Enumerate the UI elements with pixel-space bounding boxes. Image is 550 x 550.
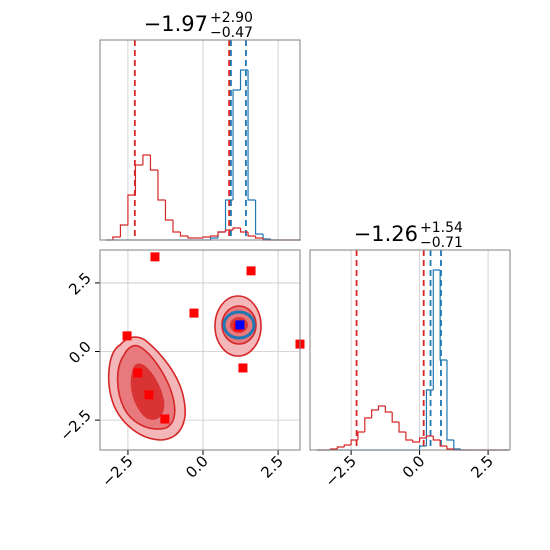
histogram-step	[119, 224, 128, 237]
point	[150, 252, 160, 262]
histogram-step	[149, 155, 158, 171]
panel: −2.5 0.0 2.5−1.26 +1.54−0.71	[309, 220, 511, 491]
histogram-step	[446, 446, 454, 450]
histogram-step	[164, 200, 173, 221]
point	[246, 266, 256, 276]
panel-title: −1.97	[144, 12, 208, 36]
histogram-step	[425, 435, 434, 438]
histogram-step	[371, 409, 379, 418]
histogram-step	[172, 220, 181, 233]
histogram-step	[412, 440, 420, 443]
histogram-step	[187, 236, 196, 239]
panel-title-sub: −0.47	[210, 25, 253, 41]
point	[235, 320, 245, 330]
histogram-step	[398, 422, 406, 433]
histogram-step	[217, 231, 226, 236]
histogram-step	[239, 228, 249, 233]
point	[122, 331, 132, 341]
histogram-step	[112, 236, 121, 240]
histogram-step	[254, 200, 264, 235]
histogram-step	[224, 229, 234, 232]
histogram-step	[405, 432, 413, 441]
plot-area	[310, 250, 510, 450]
histogram-step	[384, 406, 393, 413]
histogram-step	[432, 436, 441, 441]
panel-title: −1.26	[354, 222, 418, 246]
histogram-step	[209, 237, 219, 240]
panel-title-sub: −0.71	[420, 235, 463, 251]
point	[144, 390, 154, 400]
histogram-step	[232, 227, 241, 230]
histogram-step	[357, 431, 365, 440]
histogram-step	[142, 154, 151, 165]
histogram-step	[439, 440, 447, 447]
panel-title-sup: +1.54	[420, 220, 463, 236]
histogram-step	[343, 444, 352, 447]
panel-title-sup: +2.90	[210, 10, 253, 26]
plot-border	[99, 39, 301, 241]
histogram-step	[157, 170, 166, 201]
point	[133, 368, 143, 378]
histogram-step	[209, 235, 219, 237]
histogram-step	[432, 269, 441, 390]
point	[189, 308, 199, 318]
point	[160, 414, 170, 424]
histogram-step	[391, 412, 400, 423]
histogram-step	[202, 236, 211, 238]
histogram-step	[377, 405, 386, 410]
histogram-step	[254, 236, 264, 239]
plot-border	[99, 249, 301, 451]
plot-area	[100, 40, 300, 240]
histogram-step	[446, 360, 454, 441]
plot-border	[309, 249, 511, 451]
histogram-step	[232, 89, 241, 200]
histogram-step	[179, 232, 188, 237]
histogram-step	[127, 194, 136, 225]
panel: −1.97 +2.90−0.47	[99, 10, 301, 241]
histogram-step	[350, 439, 358, 445]
histogram-step	[247, 232, 256, 237]
point	[238, 363, 248, 373]
histogram-step	[364, 417, 372, 432]
histogram-step	[247, 70, 256, 201]
histogram-step	[418, 437, 427, 442]
histogram-step	[336, 446, 345, 449]
